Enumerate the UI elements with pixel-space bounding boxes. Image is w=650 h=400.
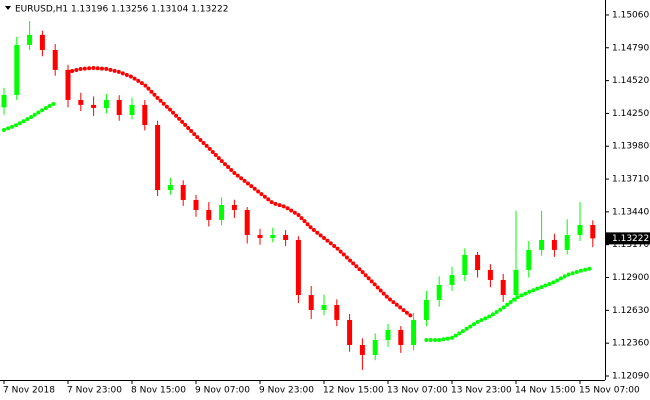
x-tick-label: 9 Nov 23:00: [259, 386, 314, 396]
candle-body: [308, 295, 314, 310]
y-tick-label: 1.13980: [612, 142, 649, 152]
candle-body: [116, 99, 122, 115]
indicator-dots: [2, 100, 595, 343]
x-tick-label: 9 Nov 07:00: [195, 386, 250, 396]
last-price-box: [606, 232, 650, 245]
candle-body: [500, 279, 506, 296]
y-tick-label: 1.15060: [612, 10, 649, 20]
candle-body: [129, 104, 135, 115]
x-tick-label: 15 Nov 07:00: [579, 386, 640, 396]
candle-body: [39, 34, 45, 50]
candle-body: [270, 234, 276, 239]
last-price-label: 1.13222: [612, 234, 649, 244]
candle-body: [411, 319, 417, 345]
candle-body: [334, 304, 340, 320]
candle-body: [193, 199, 199, 210]
candle-body: [487, 269, 493, 280]
candle-body: [1, 94, 7, 108]
y-tick-label: 1.14790: [612, 43, 649, 53]
y-tick-label: 1.12630: [612, 306, 649, 316]
candle-body: [475, 254, 481, 270]
candle-body: [167, 185, 173, 190]
chart-title: EURUSD,H1 1.13196 1.13256 1.13104 1.1322…: [15, 5, 228, 15]
candle-body: [462, 254, 468, 275]
candle-body: [27, 34, 33, 45]
x-tick-label: 12 Nov 15:00: [323, 386, 384, 396]
candle-body: [142, 104, 148, 125]
candle-body: [398, 329, 404, 345]
x-tick-label: 7 Nov 2018: [3, 386, 55, 396]
candle-body: [219, 204, 225, 220]
y-tick-label: 1.13440: [612, 207, 649, 217]
candle-body: [244, 209, 250, 235]
x-tick-label: 8 Nov 15:00: [131, 386, 186, 396]
indicator-dots: [66, 65, 416, 321]
y-tick-label: 1.12900: [612, 273, 649, 283]
candle-body: [551, 239, 557, 250]
y-tick-label: 1.13710: [612, 175, 649, 185]
candle-body: [295, 239, 301, 296]
candle-body: [257, 234, 263, 239]
y-tick-label: 1.14250: [612, 109, 649, 119]
candle-body: [423, 300, 429, 320]
candle-body: [347, 319, 353, 345]
x-tick-label: 7 Nov 23:00: [67, 386, 122, 396]
candle-body: [14, 44, 20, 95]
x-tick-label: 13 Nov 07:00: [387, 386, 448, 396]
candle-body: [206, 209, 212, 220]
candle-body: [590, 225, 596, 239]
candle-body: [103, 99, 109, 108]
candle-body: [65, 69, 71, 100]
candle-body: [180, 185, 186, 200]
candle-body: [231, 204, 237, 210]
candle-body: [283, 234, 289, 240]
candle-body: [372, 340, 378, 355]
candle-body: [91, 104, 97, 108]
candle-body: [155, 124, 161, 190]
candle-body: [359, 344, 365, 355]
candle-body: [52, 49, 58, 70]
candle-body: [449, 274, 455, 285]
y-tick-label: 1.12090: [612, 371, 649, 381]
x-tick-label: 14 Nov 15:00: [515, 386, 576, 396]
chart-icon: [5, 6, 11, 10]
y-tick-label: 1.12360: [612, 339, 649, 349]
candle-body: [526, 249, 532, 270]
y-tick-label: 1.14520: [612, 76, 649, 86]
candle-body: [513, 269, 519, 296]
candle-body: [436, 284, 442, 301]
candle-body: [577, 225, 583, 235]
y-tick-label: 1.13170: [612, 240, 649, 250]
candle-body: [78, 99, 84, 105]
candle-body: [321, 304, 327, 310]
candle-body: [385, 329, 391, 341]
x-tick-label: 13 Nov 23:00: [451, 386, 512, 396]
candle-body: [539, 239, 545, 250]
candle-body: [564, 234, 570, 250]
